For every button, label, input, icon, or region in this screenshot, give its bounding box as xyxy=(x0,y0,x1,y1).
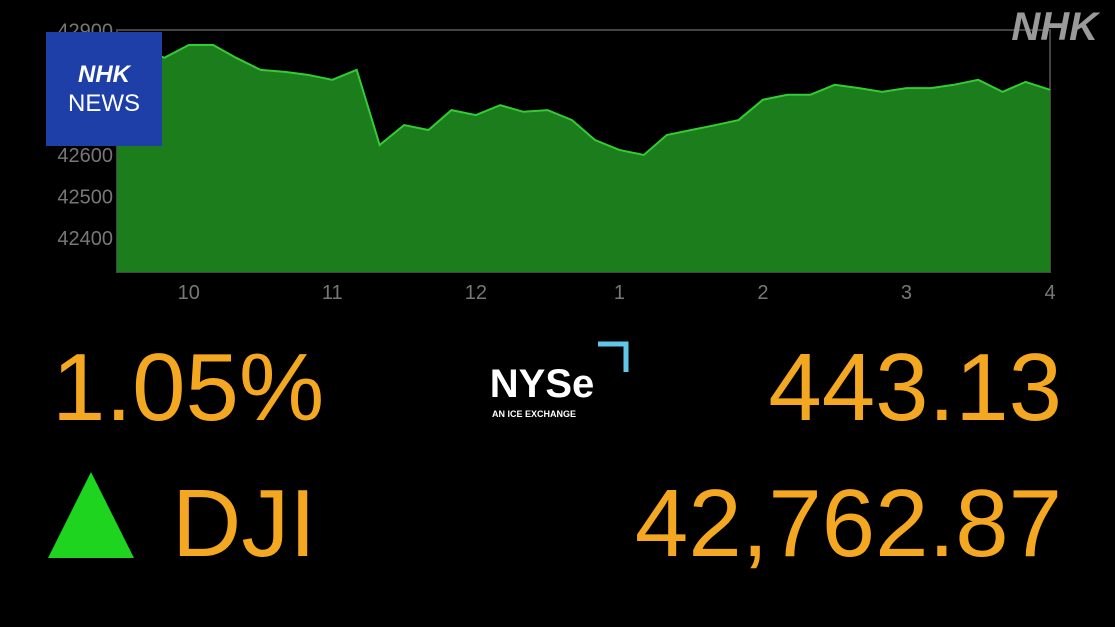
x-tick-label: 4 xyxy=(1044,282,1055,304)
exchange-tagline: AN ICE EXCHANGE xyxy=(492,409,576,419)
area xyxy=(117,44,1050,273)
x-tick-label: 12 xyxy=(465,282,487,304)
news-logo-top: NHK xyxy=(78,61,132,88)
x-tick-label: 11 xyxy=(322,282,343,304)
symbol: DJI xyxy=(172,470,316,577)
change-points: 443.13 xyxy=(768,334,1062,441)
news-logo-bottom: NEWS xyxy=(68,90,140,117)
corner-logo: NHK xyxy=(1011,5,1101,49)
change-percent: 1.05% xyxy=(52,334,324,441)
y-tick-label: 42500 xyxy=(57,186,113,208)
line xyxy=(116,43,1051,157)
news-logo-box xyxy=(46,32,162,146)
y-tick-label: 42400 xyxy=(57,228,113,250)
x-tick-label: 10 xyxy=(178,282,200,304)
x-tick-label: 1 xyxy=(614,282,625,304)
exchange-logo: NYSe xyxy=(490,362,595,406)
close-value: 42,762.87 xyxy=(635,470,1062,577)
exchange-logo-mark xyxy=(598,341,629,372)
x-tick-label: 2 xyxy=(757,282,768,304)
y-tick-label: 42600 xyxy=(57,145,113,167)
x-tick-label: 3 xyxy=(901,282,912,304)
up-arrow xyxy=(48,472,134,558)
